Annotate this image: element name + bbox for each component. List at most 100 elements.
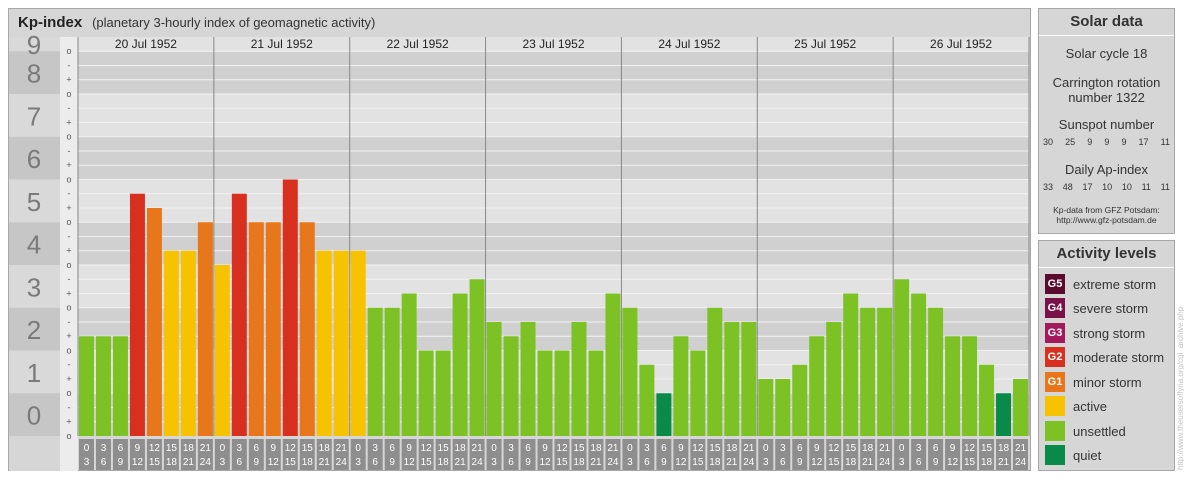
legend-swatch-unsettled: [1045, 421, 1065, 441]
y-minor-tick-label: o: [66, 46, 71, 56]
kp-band: [78, 37, 1029, 52]
legend-swatch-g2: G2: [1045, 347, 1065, 367]
kp-bar: [95, 336, 111, 436]
hour-start-label: 3: [237, 443, 243, 454]
hour-end-label: 24: [472, 457, 484, 468]
hour-cell: [231, 439, 247, 470]
y-tick-label: 4: [27, 230, 41, 260]
y-minor-tick-label: -: [68, 231, 71, 241]
hour-end-label: 3: [763, 457, 769, 468]
hour-cell: [724, 439, 740, 470]
hour-end-label: 15: [692, 457, 704, 468]
legend-item-g5: G5 extreme storm: [1045, 274, 1156, 294]
legend-label-g5: extreme storm: [1073, 276, 1157, 292]
kp-bar: [316, 250, 332, 436]
hour-end-label: 9: [661, 457, 667, 468]
hour-start-label: 12: [828, 443, 840, 454]
hour-end-label: 18: [302, 457, 314, 468]
hour-cell: [537, 439, 553, 470]
ap-value: 11: [1160, 182, 1170, 192]
kp-bar: [554, 350, 570, 436]
hour-end-label: 24: [879, 457, 891, 468]
hour-cell: [197, 439, 213, 470]
legend-item-quiet: quiet: [1045, 445, 1101, 465]
sunspot-label: Sunspot number: [1058, 117, 1155, 132]
hour-end-label: 6: [508, 457, 514, 468]
hour-cell: [928, 439, 944, 470]
kp-bar: [129, 193, 145, 436]
y-tick-label: 7: [27, 101, 41, 131]
hour-cell: [384, 439, 400, 470]
hour-start-label: 0: [84, 443, 90, 454]
hour-end-label: 18: [438, 457, 450, 468]
kp-band: [78, 93, 1029, 137]
hour-end-label: 15: [421, 457, 433, 468]
hour-start-label: 6: [525, 443, 531, 454]
hour-cell: [112, 439, 128, 470]
kp-bar: [809, 336, 825, 436]
y-tick-label: 8: [27, 59, 41, 89]
y-tick-label: 6: [27, 144, 41, 174]
sunspot-value: 9: [1104, 137, 1110, 147]
hour-start-label: 21: [336, 443, 348, 454]
legend-swatch-g4: G4: [1045, 298, 1065, 318]
legend-item-g2: G2 moderate storm: [1045, 347, 1164, 367]
kp-bar: [962, 336, 978, 436]
kp-bar: [792, 364, 808, 436]
hour-cell: [486, 439, 502, 470]
kp-bar: [1013, 379, 1028, 436]
kp-bar: [588, 350, 604, 436]
kp-label-band: [9, 307, 60, 351]
hour-start-label: 0: [763, 443, 769, 454]
hour-start-label: 12: [556, 443, 568, 454]
hour-start-label: 15: [981, 443, 993, 454]
sunspot-value: 30: [1043, 137, 1054, 147]
kp-label-band: [9, 179, 60, 223]
y-minor-tick-label: -: [68, 60, 71, 70]
kp-bar: [537, 350, 553, 436]
kp-bar: [520, 321, 536, 436]
hour-cell: [588, 439, 604, 470]
kp-label-band: [9, 264, 60, 308]
hour-end-label: 24: [607, 457, 619, 468]
hour-end-label: 15: [556, 457, 568, 468]
hour-end-label: 24: [1015, 457, 1027, 468]
hour-end-label: 24: [200, 457, 212, 468]
y-minor-column: [60, 37, 78, 471]
kp-bar: [282, 179, 298, 436]
legend-item-active: active: [1045, 396, 1107, 416]
legend-label-g4: severe storm: [1073, 300, 1149, 316]
legend-swatch-g1: G1: [1045, 372, 1065, 392]
y-minor-tick-label: +: [66, 160, 71, 170]
y-minor-tick-label: +: [66, 203, 71, 213]
hour-start-label: 21: [200, 443, 212, 454]
hour-start-label: 9: [406, 443, 412, 454]
hour-end-label: 9: [525, 457, 531, 468]
hour-start-label: 15: [845, 443, 857, 454]
legend-item-g1: G1 minor storm: [1045, 372, 1142, 392]
y-minor-tick-label: -: [68, 146, 71, 156]
hour-cell: [554, 439, 570, 470]
kp-bar: [622, 307, 638, 436]
hour-end-label: 9: [933, 457, 939, 468]
hour-cell: [911, 439, 927, 470]
hour-cell: [826, 439, 842, 470]
hour-end-label: 21: [183, 457, 195, 468]
hour-cell: [979, 439, 995, 470]
y-minor-tick-label: -: [68, 189, 71, 199]
y-minor-tick-label: o: [66, 345, 71, 355]
carrington-line-2: number 1322: [1068, 90, 1145, 105]
kp-bar: [435, 350, 451, 436]
kp-bar: [843, 293, 859, 436]
kp-bar: [79, 336, 94, 436]
kp-bar: [163, 250, 179, 436]
hour-start-label: 18: [862, 443, 874, 454]
hour-start-label: 0: [355, 443, 361, 454]
ap-value: 11: [1141, 182, 1151, 192]
kp-band: [78, 222, 1029, 265]
hour-end-label: 21: [590, 457, 602, 468]
hour-end-label: 21: [319, 457, 331, 468]
credit-link[interactable]: http://www.gfz-potsdam.de: [1056, 215, 1157, 225]
hour-cell: [418, 439, 434, 470]
legend-label-quiet: quiet: [1073, 447, 1102, 463]
